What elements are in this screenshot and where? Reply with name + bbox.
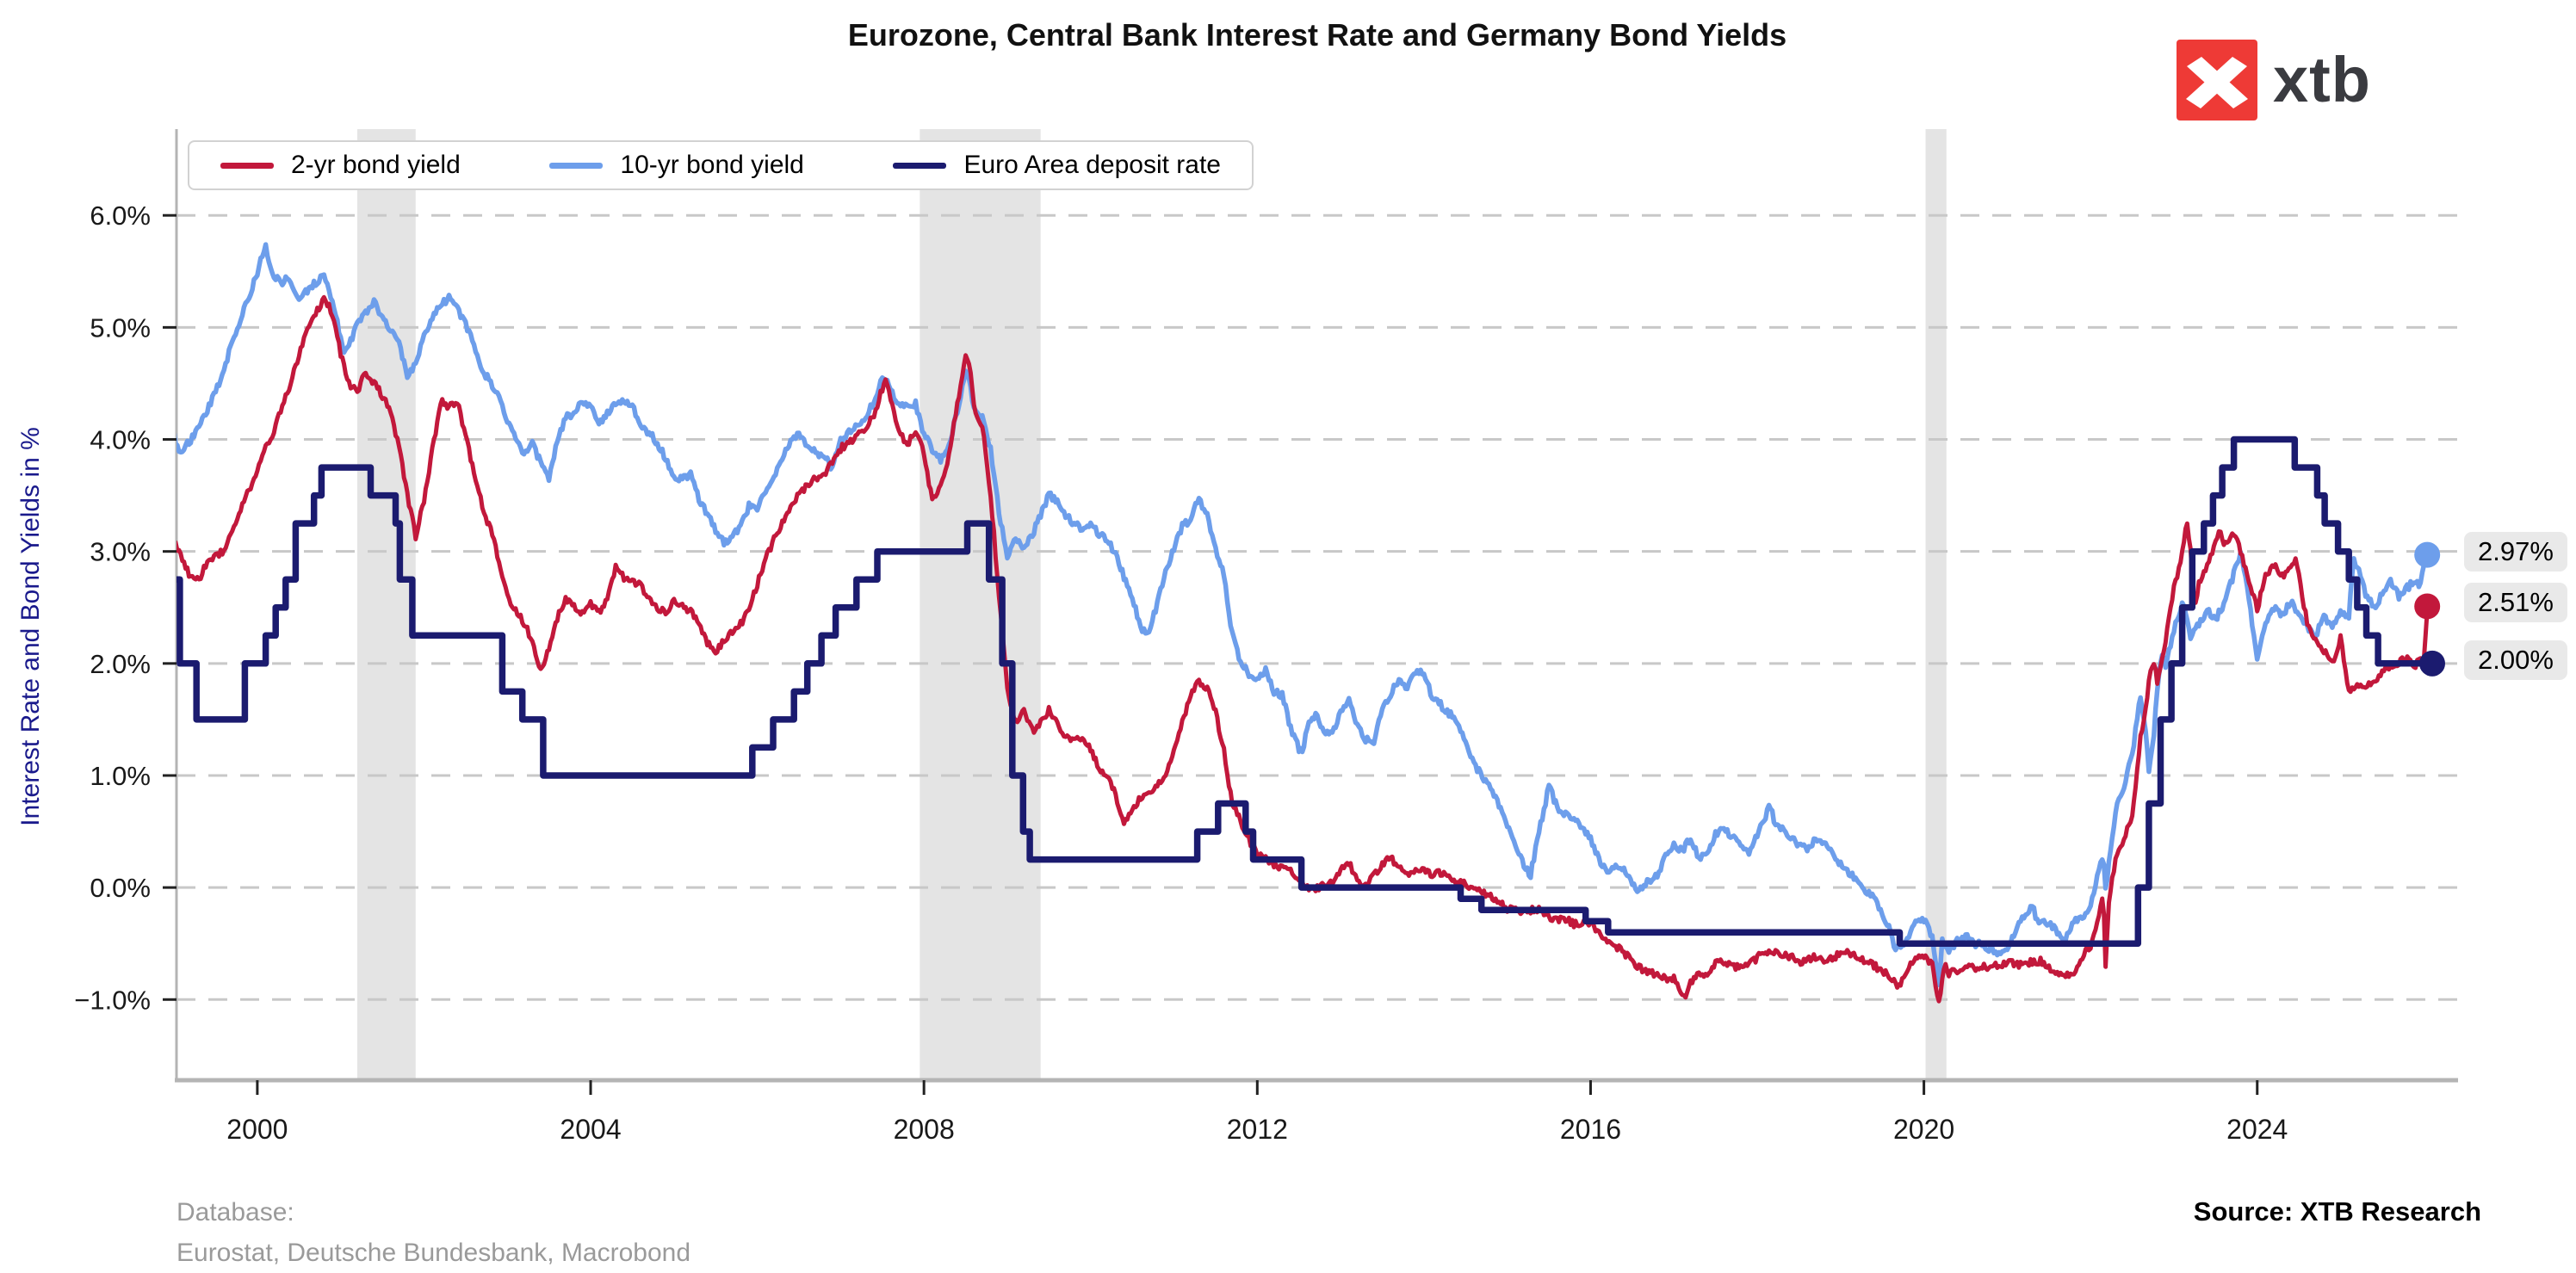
legend-label: 10-yr bond yield — [620, 151, 804, 179]
database-sources: Eurostat, Deutsche Bundesbank, Macrobond — [176, 1239, 691, 1267]
legend: 2-yr bond yield 10-yr bond yield Euro Area… — [188, 140, 1254, 190]
y-tick-label: 5.0% — [90, 312, 151, 343]
x-tick-label: 2008 — [894, 1114, 955, 1145]
x-tick-label: 2024 — [2226, 1114, 2288, 1145]
y-tick-label: −1.0% — [74, 985, 151, 1015]
end-label-2-yr-bond-yield: 2.51% — [2464, 583, 2567, 623]
series-line-10-yr-bond-yield — [176, 242, 2430, 987]
recession-band — [357, 129, 416, 1080]
x-tick-label: 2016 — [1560, 1114, 1621, 1145]
legend-item-euro-area-deposit-rate: Euro Area deposit rate — [893, 151, 1221, 180]
y-tick-label: 0.0% — [90, 873, 151, 903]
recession-band — [920, 129, 1041, 1080]
y-tick-label: 6.0% — [90, 201, 151, 231]
series-end-dot-2-yr-bond-yield — [2414, 593, 2441, 620]
legend-label: Euro Area deposit rate — [963, 151, 1221, 179]
legend-label: 2-yr bond yield — [291, 151, 461, 179]
xtb-logo-text: xtb — [2273, 44, 2371, 115]
xtb-logo: xtb — [2177, 40, 2371, 121]
legend-swatch-10-yr-bond-yield — [549, 162, 604, 169]
y-axis-title: Interest Rate and Bond Yields in % — [16, 427, 45, 826]
recession-band — [1925, 129, 1947, 1080]
legend-swatch-2-yr-bond-yield — [220, 162, 274, 169]
x-tick-label: 2012 — [1227, 1114, 1288, 1145]
database-note: Database: Eurostat, Deutsche Bundesbank,… — [176, 1192, 690, 1273]
series-end-dot-10-yr-bond-yield — [2414, 541, 2441, 568]
x-tick-label: 2004 — [560, 1114, 621, 1145]
database-label: Database: — [176, 1198, 294, 1227]
chart-title: Eurozone, Central Bank Interest Rate and… — [847, 17, 1787, 53]
series-end-dot-euro-area-deposit-rate — [2418, 650, 2445, 677]
xtb-logo-icon — [2177, 40, 2257, 121]
end-label-10-yr-bond-yield: 2.97% — [2464, 531, 2567, 572]
y-tick-label: 3.0% — [90, 537, 151, 567]
y-tick-label: 1.0% — [90, 761, 151, 791]
legend-swatch-euro-area-deposit-rate — [893, 162, 947, 169]
x-tick-label: 2020 — [1893, 1114, 1954, 1145]
legend-item-10-yr-bond-yield: 10-yr bond yield — [549, 151, 804, 180]
x-tick-label: 2000 — [226, 1114, 288, 1145]
legend-item-2-yr-bond-yield: 2-yr bond yield — [220, 151, 461, 180]
source-note: Source: XTB Research — [2193, 1196, 2481, 1227]
y-tick-label: 4.0% — [90, 425, 151, 455]
series-line-euro-area-deposit-rate — [176, 436, 2436, 947]
end-label-euro-area-deposit-rate: 2.00% — [2464, 640, 2567, 680]
y-tick-label: 2.0% — [90, 649, 151, 679]
series-line-2-yr-bond-yield — [176, 294, 2430, 1004]
